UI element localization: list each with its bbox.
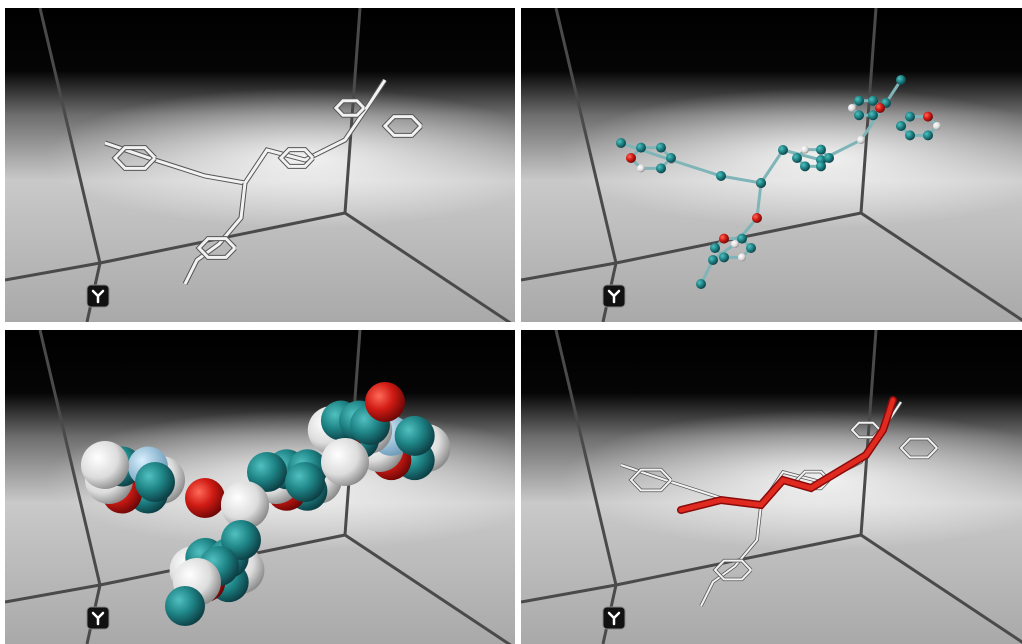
box-edge	[860, 533, 1022, 644]
bond	[104, 79, 387, 185]
ribbon	[678, 397, 896, 513]
atom	[165, 586, 205, 626]
bond	[899, 437, 938, 459]
atom	[656, 142, 666, 153]
atom	[710, 243, 720, 253]
atom	[746, 243, 756, 253]
atom	[816, 161, 826, 172]
molecule	[104, 78, 423, 286]
atom	[365, 382, 405, 422]
bond	[112, 146, 157, 170]
atom	[824, 153, 834, 163]
floor-highlight	[561, 88, 1022, 228]
atom	[778, 145, 788, 155]
view-icon[interactable]	[602, 606, 626, 630]
bond	[629, 468, 672, 492]
atom	[875, 103, 885, 113]
atom	[719, 252, 729, 263]
atom	[636, 142, 646, 153]
atom	[923, 130, 933, 141]
atom	[896, 121, 906, 131]
atom	[135, 462, 175, 502]
atom	[616, 138, 626, 148]
atom	[731, 240, 739, 248]
molecule	[616, 75, 941, 289]
box-edge	[860, 211, 1022, 322]
bond	[278, 148, 315, 168]
atom	[792, 153, 802, 163]
atom	[738, 253, 746, 262]
bond	[700, 504, 762, 607]
atom	[666, 153, 676, 163]
atom	[848, 104, 856, 112]
box-edge	[859, 8, 878, 214]
box-edge	[859, 330, 878, 536]
box-edge	[521, 261, 617, 282]
atom	[737, 233, 747, 244]
atom	[854, 95, 864, 106]
icon-glyph	[91, 289, 105, 304]
icon-glyph	[607, 611, 621, 626]
box-edge	[521, 583, 617, 604]
box-edge	[5, 583, 101, 604]
atom	[801, 145, 809, 154]
view-icon[interactable]	[86, 606, 110, 630]
atom	[221, 481, 269, 529]
molecule	[81, 382, 451, 626]
atom	[923, 111, 933, 122]
box-edge	[5, 261, 101, 282]
view-icon[interactable]	[602, 284, 626, 308]
bond	[382, 115, 423, 137]
icon-glyph	[91, 611, 105, 626]
atom	[626, 153, 636, 163]
atom	[716, 171, 726, 181]
viewer-panel	[5, 8, 515, 322]
box-edge	[343, 8, 362, 214]
atom	[752, 213, 762, 223]
box-edge	[344, 533, 512, 644]
box-edge	[554, 8, 618, 264]
atom	[321, 438, 369, 486]
atom	[905, 130, 915, 141]
bond	[196, 237, 237, 259]
atom	[896, 75, 906, 85]
box-edge	[554, 330, 618, 586]
atom	[756, 178, 766, 188]
atom	[868, 95, 878, 106]
atom	[933, 122, 941, 130]
bond	[183, 182, 247, 285]
box-edge	[344, 211, 512, 322]
icon-glyph	[607, 289, 621, 304]
box-edge	[38, 8, 102, 264]
atom	[394, 415, 435, 456]
atom	[185, 478, 225, 518]
bond	[333, 99, 366, 117]
atom	[637, 164, 645, 173]
bond	[850, 421, 881, 439]
view-icon[interactable]	[86, 284, 110, 308]
bond	[713, 559, 752, 581]
atom	[285, 462, 325, 502]
atom	[857, 136, 865, 144]
atom	[854, 110, 864, 121]
atom	[247, 452, 287, 492]
atom	[656, 163, 666, 174]
atom	[708, 255, 718, 265]
viewer-panel	[521, 330, 1022, 644]
box-edge	[38, 330, 102, 586]
atom	[696, 279, 706, 289]
viewer-panel	[521, 8, 1022, 322]
atom	[868, 110, 878, 121]
atom	[905, 111, 915, 122]
molecule	[620, 396, 939, 607]
atom	[800, 161, 810, 172]
viewer-panel	[5, 330, 515, 644]
atom	[719, 233, 729, 244]
atom	[81, 441, 129, 489]
atom	[816, 144, 826, 155]
